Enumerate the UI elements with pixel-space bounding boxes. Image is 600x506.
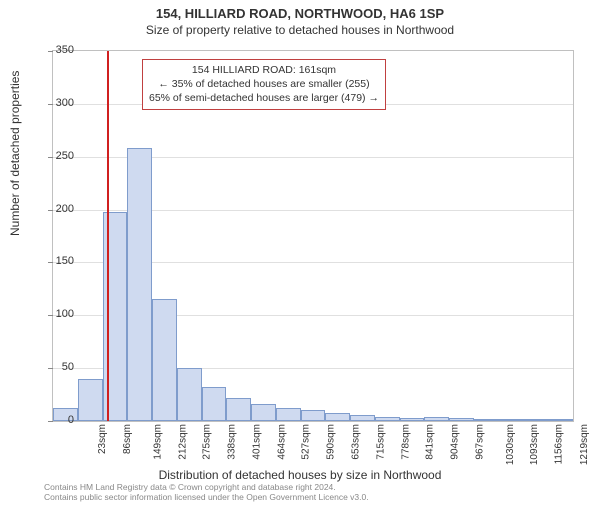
xtick-label: 464sqm <box>276 424 287 460</box>
xtick-label: 401sqm <box>252 424 263 460</box>
xtick-label: 149sqm <box>152 424 163 460</box>
ytick-label: 200 <box>38 203 74 215</box>
xtick-label: 653sqm <box>351 424 362 460</box>
histogram-bar <box>127 148 152 421</box>
ytick-label: 300 <box>38 97 74 109</box>
histogram-bar <box>400 418 425 421</box>
xtick-label: 1219sqm <box>579 424 590 465</box>
xtick-label: 715sqm <box>375 424 386 460</box>
histogram-bar <box>301 410 326 421</box>
histogram-bar <box>78 379 103 421</box>
ytick-label: 350 <box>38 44 74 56</box>
histogram-bar <box>449 418 474 421</box>
histogram-bar <box>103 212 128 421</box>
ytick-label: 250 <box>38 150 74 162</box>
histogram-bar <box>548 419 573 421</box>
xtick-label: 527sqm <box>301 424 312 460</box>
histogram-bar <box>325 413 350 421</box>
xtick-label: 841sqm <box>425 424 436 460</box>
property-marker-line <box>107 51 109 421</box>
xtick-label: 23sqm <box>97 424 108 454</box>
infobox-line3: 65% of semi-detached houses are larger (… <box>149 91 379 105</box>
infobox-line1: 154 HILLIARD ROAD: 161sqm <box>149 63 379 77</box>
property-info-box: 154 HILLIARD ROAD: 161sqm ← 35% of detac… <box>142 59 386 110</box>
histogram-bar <box>499 419 524 421</box>
histogram-bar <box>474 419 499 421</box>
chart-container: 154 HILLIARD ROAD: 161sqm ← 35% of detac… <box>52 50 572 420</box>
histogram-bar <box>226 398 251 421</box>
histogram-bar <box>177 368 202 421</box>
footer-attribution: Contains HM Land Registry data © Crown c… <box>44 482 369 502</box>
xtick-label: 1156sqm <box>554 424 565 464</box>
infobox-line2: ← 35% of detached houses are smaller (25… <box>149 77 379 91</box>
xtick-label: 778sqm <box>400 424 411 460</box>
histogram-bar <box>251 404 276 421</box>
histogram-bar <box>350 415 375 421</box>
xtick-label: 338sqm <box>227 424 238 460</box>
xtick-label: 212sqm <box>177 424 188 460</box>
xtick-label: 967sqm <box>474 424 485 460</box>
x-axis-label: Distribution of detached houses by size … <box>0 468 600 482</box>
histogram-bar <box>424 417 449 421</box>
footer-line1: Contains HM Land Registry data © Crown c… <box>44 482 369 492</box>
histogram-bar <box>375 417 400 421</box>
histogram-bar <box>523 419 548 421</box>
y-axis-label: Number of detached properties <box>8 71 22 236</box>
ytick-label: 150 <box>38 255 74 267</box>
ytick-label: 100 <box>38 308 74 320</box>
xtick-label: 590sqm <box>326 424 337 460</box>
ytick-label: 50 <box>38 361 74 373</box>
page-subtitle: Size of property relative to detached ho… <box>0 23 600 37</box>
ytick-label: 0 <box>38 414 74 426</box>
xtick-label: 1030sqm <box>505 424 516 465</box>
page-title: 154, HILLIARD ROAD, NORTHWOOD, HA6 1SP <box>0 6 600 21</box>
histogram-bar <box>276 408 301 421</box>
footer-line2: Contains public sector information licen… <box>44 492 369 502</box>
histogram-bar <box>202 387 227 421</box>
xtick-label: 275sqm <box>202 424 213 460</box>
xtick-label: 86sqm <box>122 424 133 454</box>
xtick-label: 1093sqm <box>529 424 540 465</box>
xtick-label: 904sqm <box>450 424 461 460</box>
histogram-bar <box>152 299 177 421</box>
